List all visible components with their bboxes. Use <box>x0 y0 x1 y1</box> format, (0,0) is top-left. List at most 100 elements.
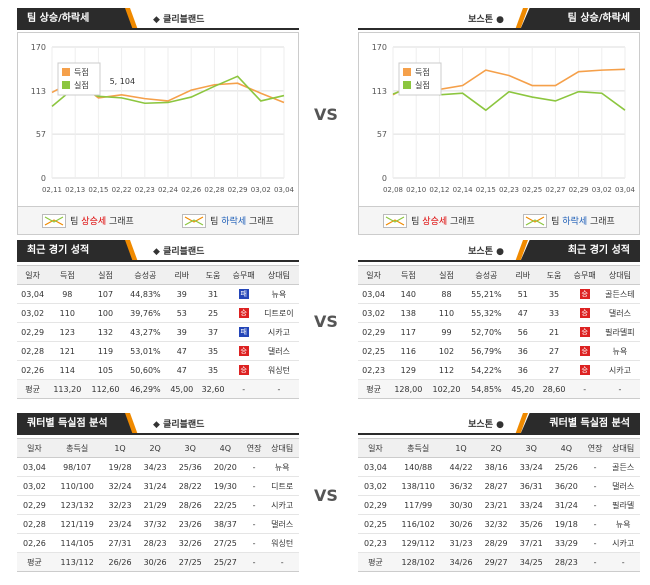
table-cell: 35/26 <box>513 514 549 534</box>
x-tick-label: 02,14 <box>453 186 474 194</box>
result-badge: 승 <box>579 308 590 318</box>
table-row: 02,25 116 102 56,79% 36 27 승 뉴욕 <box>358 341 640 361</box>
table-cell: 33/24 <box>513 457 549 477</box>
table-cell: 36/32 <box>443 476 479 496</box>
table-cell: 88 <box>427 284 466 304</box>
table-row: 02,26 114/105 27/31 28/23 32/26 27/25- 워싱턴 <box>17 533 299 553</box>
table-cell: 뉴욕 <box>599 341 640 361</box>
table-cell: 평균 <box>358 552 393 572</box>
table-cell: 승 <box>569 322 600 342</box>
x-tick-label: 03,04 <box>274 186 295 194</box>
table-cell: 평균 <box>17 552 52 572</box>
column-header: 3Q <box>172 438 208 458</box>
column-header: 승무패 <box>569 265 600 285</box>
x-tick-label: 02,25 <box>522 186 542 194</box>
table-cell: 45,00 <box>166 379 198 399</box>
result-badge: 승 <box>579 327 590 337</box>
table-cell: 47 <box>507 303 539 323</box>
table-cell: 33 <box>538 303 570 323</box>
table-row: 03,04 98 107 44,83% 39 31 패 뉴욕 <box>17 284 299 304</box>
column-header: 일자 <box>17 438 52 458</box>
column-header: 도움 <box>538 265 570 285</box>
table-cell: 117/99 <box>392 495 444 515</box>
vs-label: VS <box>314 105 338 124</box>
table-cell: 27/31 <box>102 533 138 553</box>
table-cell: 골든스테 <box>599 284 640 304</box>
team-name: 보스톤 ● <box>468 247 504 257</box>
table-cell: 워싱턴 <box>265 533 299 553</box>
y-tick-label: 113 <box>31 87 46 96</box>
table-cell: 28,60 <box>538 379 570 399</box>
table-cell: - <box>242 533 266 553</box>
table-cell: 03,02 <box>17 476 52 496</box>
table-cell: 33/29 <box>548 533 584 553</box>
table-cell: 53,01% <box>124 341 167 361</box>
x-tick-label: 02,11 <box>42 186 62 194</box>
table-row: 02,25 116/102 30/26 32/32 35/26 19/18- 뉴욕 <box>358 514 640 534</box>
table-cell: 승 <box>569 284 600 304</box>
column-header: 실점 <box>427 265 466 285</box>
legend-swatch <box>62 68 70 76</box>
left-trend-panel: 팀 상승/하락세 ◆ 클리블랜드 0 57 113 170 02,11 02,13 02,1… <box>17 8 299 235</box>
table-cell: 디트로 <box>265 476 299 496</box>
right-trend-header: 팀 상승/하락세 보스톤 ● <box>358 8 640 30</box>
table-cell: - <box>599 379 640 399</box>
table-cell: 댈러스 <box>606 476 640 496</box>
table-cell: 34/25 <box>513 552 549 572</box>
table-cell: 디트로이 <box>258 303 299 323</box>
down-legend: 팀 하락세 그래프 <box>523 213 615 228</box>
table-cell: 03,04 <box>17 457 52 477</box>
trend-down-icon <box>523 213 548 228</box>
x-tick-label: 02,15 <box>476 186 496 194</box>
column-header: 득점 <box>389 265 428 285</box>
table-cell: 47 <box>166 360 198 380</box>
table-cell: 평균 <box>358 379 390 399</box>
y-tick-label: 0 <box>41 174 46 183</box>
legend-box <box>57 62 101 96</box>
table-cell: - <box>583 533 607 553</box>
right-quarter-table: 일자 총득실 1Q 2Q 3Q 4Q 연장 상대팀 03,04 140/88 44/22 38/16… <box>358 438 640 572</box>
table-cell: 02,26 <box>17 360 49 380</box>
right-recent-panel: 최근 경기 성적 보스톤 ● 일자 득점 실점 승성공 리바 도움 승무패 상대팀 03,04… <box>358 240 640 399</box>
table-cell: 43,27% <box>124 322 167 342</box>
column-header: 도움 <box>197 265 229 285</box>
table-cell: 19/28 <box>102 457 138 477</box>
table-row: 02,29 117/99 30/30 23/21 33/24 31/24- 필라델 <box>358 495 640 515</box>
table-cell: - <box>242 495 266 515</box>
graph-legend: 팀 상승세 그래프 팀 하락세 그래프 <box>17 207 299 235</box>
table-row: 02,28 121/119 23/24 37/32 23/26 38/37- 댈러스 <box>17 514 299 534</box>
table-cell: 02,29 <box>17 495 52 515</box>
y-tick-label: 57 <box>377 130 387 139</box>
x-tick-label: 03,02 <box>251 186 271 194</box>
result-badge: 승 <box>238 365 249 375</box>
table-cell: - <box>606 552 640 572</box>
table-cell: - <box>583 476 607 496</box>
table-cell: 56,79% <box>465 341 508 361</box>
table-cell: 112 <box>427 360 466 380</box>
team-logo-icon: ● <box>493 420 504 430</box>
table-cell: 32/23 <box>102 495 138 515</box>
column-header: 리바 <box>166 265 198 285</box>
legend-swatch <box>403 81 411 89</box>
table-row: 03,04 98/107 19/28 34/23 25/36 20/20- 뉴욕 <box>17 457 299 477</box>
table-cell: 107 <box>86 284 125 304</box>
up-legend: 팀 상승세 그래프 <box>383 213 475 228</box>
table-cell: 55,32% <box>465 303 508 323</box>
x-tick-label: 02,24 <box>158 186 179 194</box>
table-cell: 110 <box>48 303 87 323</box>
y-tick-label: 170 <box>372 43 387 52</box>
table-cell: 03,04 <box>358 457 393 477</box>
table-row: 03,04 140 88 55,21% 51 35 승 골든스테 <box>358 284 640 304</box>
table-cell: - <box>569 379 600 399</box>
table-cell: 02,25 <box>358 341 390 361</box>
column-header: 승성공 <box>124 265 167 285</box>
table-cell: 28/29 <box>478 533 514 553</box>
table-cell: - <box>228 379 259 399</box>
table-cell: 03,02 <box>358 476 393 496</box>
table-cell: 36 <box>507 360 539 380</box>
table-cell: 23/26 <box>172 514 208 534</box>
table-cell: 102,20 <box>427 379 466 399</box>
table-cell: 02,29 <box>17 322 49 342</box>
table-row: 02,29 123/132 32/23 21/29 28/26 22/25- 시카고 <box>17 495 299 515</box>
